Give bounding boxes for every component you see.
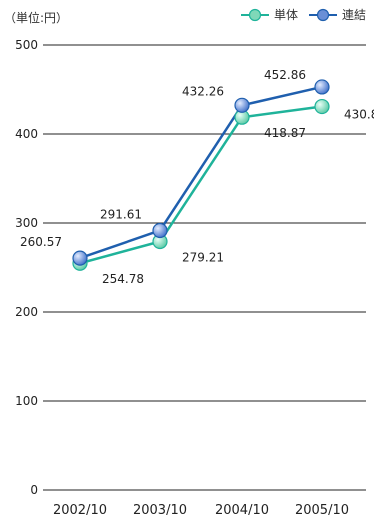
data-point-consolidated (314, 79, 330, 95)
data-label-single: 430.85 (344, 108, 374, 122)
x-tick-label: 2003/10 (133, 503, 187, 518)
series-line-consolidated (79, 85, 323, 260)
y-tick-label: 0 (30, 483, 38, 497)
x-tick-label: 2005/10 (295, 503, 349, 518)
legend: 単体 連結 (240, 6, 366, 23)
series-line-single (79, 105, 323, 265)
legend-label-single: 単体 (273, 8, 298, 22)
legend-item-single: 単体 (240, 6, 298, 23)
y-tick-label: 200 (15, 305, 38, 319)
data-label-consolidated: 260.57 (20, 235, 62, 249)
x-tick-label: 2004/10 (215, 503, 269, 518)
data-point-consolidated (72, 250, 88, 266)
y-tick-label: 100 (15, 394, 38, 408)
y-tick-label: 300 (15, 216, 38, 230)
data-point-consolidated (234, 97, 250, 113)
y-tick-label: 500 (15, 38, 38, 52)
data-label-single: 254.78 (102, 272, 144, 286)
legend-marker-consolidated (308, 8, 337, 21)
data-point-consolidated (152, 222, 168, 239)
x-tick-label: 2002/10 (53, 503, 107, 518)
data-point-single (314, 98, 330, 115)
data-label-single: 279.21 (182, 251, 224, 265)
data-label-consolidated: 452.86 (264, 68, 306, 82)
legend-label-consolidated: 連結 (341, 8, 366, 22)
data-label-single: 418.87 (264, 126, 306, 140)
data-label-consolidated: 432.26 (182, 84, 224, 98)
y-tick-label: 400 (15, 127, 38, 141)
data-label-consolidated: 291.61 (100, 207, 142, 221)
unit-label: （単位:円） (4, 11, 69, 25)
legend-marker-single (240, 8, 269, 21)
legend-item-consolidated: 連結 (308, 6, 366, 23)
